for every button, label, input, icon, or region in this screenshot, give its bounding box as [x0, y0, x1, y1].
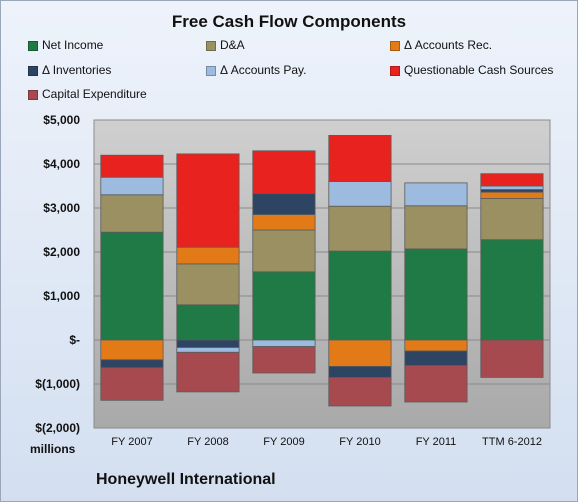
x-tick-label: FY 2009 — [263, 436, 304, 448]
bar-segment — [252, 229, 316, 273]
bar-segment — [176, 246, 240, 265]
bar-segment — [404, 205, 468, 250]
legend-item-inventories: Δ Inventories — [28, 63, 111, 77]
legend-item-net-income: Net Income — [28, 38, 103, 52]
bar-segment — [328, 205, 392, 252]
bar-segment — [176, 339, 240, 348]
bar-segment — [404, 248, 468, 341]
bar-segment — [480, 173, 544, 187]
bar-segment — [480, 185, 544, 190]
bar-segment — [252, 339, 316, 347]
y-axis-tick-labels: $5,000 $4,000 $3,000 $2,000 $1,000 $- $(1,000)… — [35, 113, 80, 435]
bar-segment — [176, 351, 240, 393]
bar-segment — [328, 181, 392, 207]
gridlines — [94, 119, 550, 429]
legend-swatch-inventories — [28, 65, 38, 76]
x-tick-label: FY 2008 — [187, 436, 228, 448]
legend-swatch-accounts-rec — [390, 40, 400, 51]
bar-segment — [480, 191, 544, 199]
bar-segment — [176, 304, 240, 341]
legend-swatch-accounts-pay — [206, 65, 216, 76]
bar-segment — [252, 346, 316, 374]
bar-segment — [252, 271, 316, 341]
bar-segment — [252, 193, 316, 216]
legend-swatch-questionable-cash-sources — [390, 65, 400, 76]
x-tick-label: FY 2007 — [111, 436, 152, 448]
bars — [100, 134, 544, 407]
bar-segment — [480, 339, 544, 378]
legend-label: Questionable Cash Sources — [404, 63, 554, 77]
bar-segment — [100, 176, 164, 196]
y-tick-label: $2,000 — [43, 245, 80, 259]
legend-item-accounts-pay: Δ Accounts Pay. — [206, 63, 307, 77]
chart-title: Free Cash Flow Components — [171, 12, 407, 31]
y-tick-label: $1,000 — [43, 289, 80, 303]
legend-label: Δ Accounts Rec. — [404, 38, 493, 52]
legend-item-da: D&A — [206, 38, 245, 52]
y-tick-label: $5,000 — [43, 113, 80, 127]
bar-segment — [404, 350, 468, 366]
bar-segment — [480, 197, 544, 241]
y-tick-label: $- — [69, 333, 80, 347]
legend-swatch-capital-expenditure — [28, 89, 38, 100]
bar-segment — [252, 150, 316, 194]
bar-segment — [328, 376, 392, 407]
y-tick-label: $(2,000) — [35, 421, 80, 435]
legend-label: Δ Inventories — [42, 63, 112, 77]
bar-segment — [100, 231, 164, 341]
units-label: millions — [30, 442, 76, 456]
bar-segment — [252, 214, 316, 231]
x-tick-label: FY 2010 — [339, 436, 380, 448]
y-tick-label: $(1,000) — [35, 377, 80, 391]
x-tick-label: FY 2011 — [416, 436, 457, 448]
bar-segment — [100, 359, 164, 369]
legend-label: D&A — [220, 38, 245, 52]
legend-label: Net Income — [42, 38, 104, 52]
y-tick-label: $3,000 — [43, 201, 80, 215]
bar-segment — [404, 339, 468, 352]
bar-segment — [404, 182, 468, 207]
bar-segment — [100, 194, 164, 233]
bar-segment — [176, 347, 240, 353]
legend-item-capital-expenditure: Capital Expenditure — [28, 87, 147, 101]
legend-swatch-da — [206, 40, 216, 51]
legend-item-accounts-rec: Δ Accounts Rec. — [390, 38, 492, 52]
bar-segment — [404, 365, 468, 403]
company-name: Honeywell International — [96, 471, 276, 488]
bar-segment — [328, 250, 392, 341]
bar-segment — [480, 239, 544, 341]
bar-segment — [100, 339, 164, 361]
legend-swatch-net-income — [28, 40, 38, 51]
legend-label: Δ Accounts Pay. — [220, 63, 307, 77]
legend-label: Capital Expenditure — [42, 87, 147, 101]
bar-segment — [176, 263, 240, 306]
legend-item-questionable-cash-sources: Questionable Cash Sources — [390, 63, 553, 77]
plot-area — [93, 119, 551, 429]
bar-segment — [328, 365, 392, 378]
x-tick-label: TTM 6-2012 — [482, 436, 542, 448]
bar-segment — [176, 153, 240, 248]
x-axis-tick-labels: FY 2007 FY 2008 FY 2009 FY 2010 FY 2011 TTM 6… — [111, 436, 542, 448]
bar-segment — [100, 154, 164, 178]
bar-segment — [100, 367, 164, 401]
bar-segment — [328, 134, 392, 182]
bar-segment — [328, 339, 392, 367]
y-tick-label: $4,000 — [43, 157, 80, 171]
